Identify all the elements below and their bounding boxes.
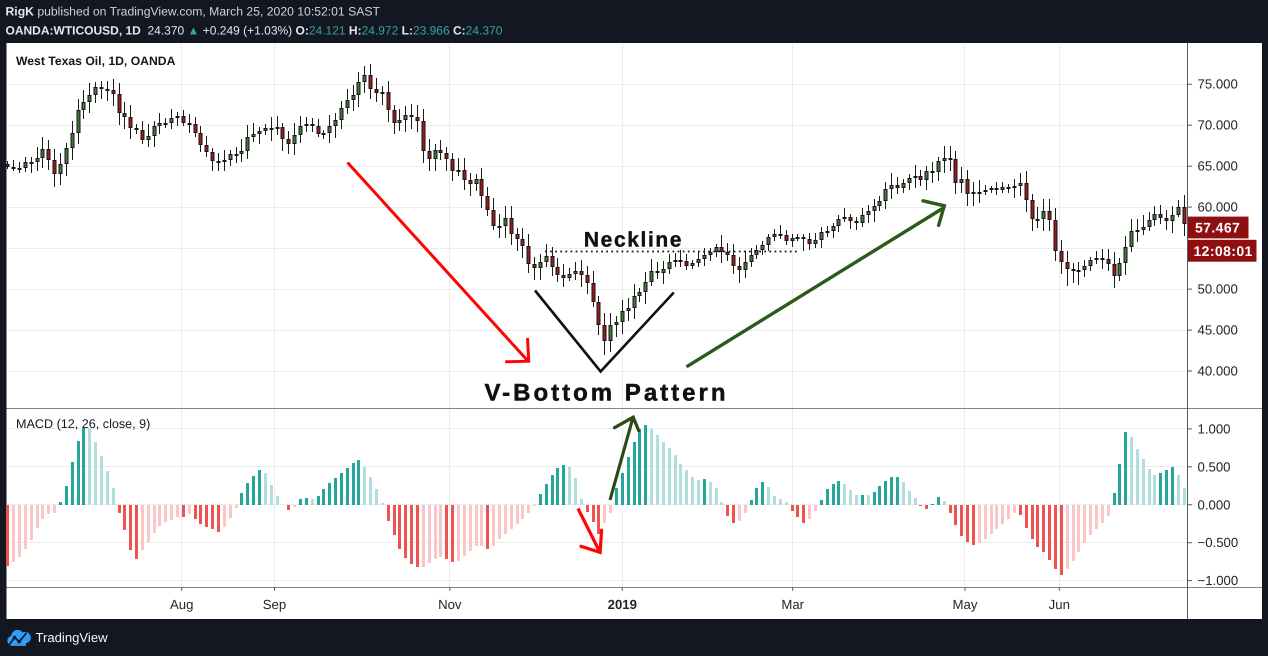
svg-text:Aug: Aug [170,597,193,612]
svg-text:Mar: Mar [781,597,804,612]
svg-text:50.000: 50.000 [1198,282,1238,297]
svg-text:60.000: 60.000 [1198,200,1238,215]
svg-text:40.000: 40.000 [1198,364,1238,379]
svg-text:Sep: Sep [263,597,286,612]
svg-text:45.000: 45.000 [1198,323,1238,338]
svg-text:OANDA:WTICOUSD, 1D 24.370 ▲ +: OANDA:WTICOUSD, 1D 24.370 ▲ +0.249 (+1.0… [6,23,503,37]
svg-text:0.000: 0.000 [1198,497,1231,512]
svg-text:V-Bottom Pattern: V-Bottom Pattern [484,380,728,407]
svg-text:MACD (12, 26, close, 9): MACD (12, 26, close, 9) [16,417,150,431]
svg-text:May: May [953,597,978,612]
svg-text:−0.500: −0.500 [1198,535,1239,550]
svg-text:Neckline: Neckline [584,229,683,252]
svg-text:65.000: 65.000 [1198,159,1238,174]
svg-text:75.000: 75.000 [1198,77,1238,92]
svg-text:70.000: 70.000 [1198,118,1238,133]
svg-text:Nov: Nov [438,597,462,612]
svg-text:57.467: 57.467 [1195,219,1240,235]
svg-text:TradingView: TradingView [36,630,109,645]
svg-text:1.000: 1.000 [1198,421,1231,436]
svg-text:2019: 2019 [608,597,637,612]
svg-text:0.500: 0.500 [1198,459,1231,474]
svg-text:−1.000: −1.000 [1198,573,1239,588]
svg-text:Jun: Jun [1049,597,1070,612]
svg-text:12:08:01: 12:08:01 [1194,243,1253,259]
svg-text:RigK published on TradingView.: RigK published on TradingView.com, March… [6,5,381,19]
svg-text:West Texas Oil, 1D, OANDA: West Texas Oil, 1D, OANDA [16,54,176,68]
